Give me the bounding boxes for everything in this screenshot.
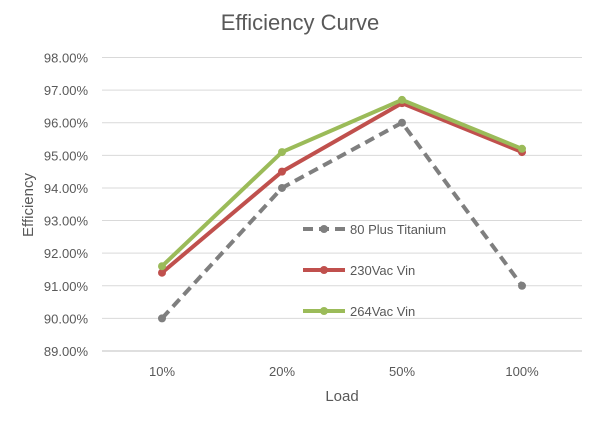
x-tick-label: 10% <box>149 364 175 379</box>
data-point <box>278 167 286 176</box>
y-tick-label: 94.00% <box>44 181 89 196</box>
legend-label: 230Vac Vin <box>350 263 415 278</box>
legend-swatch-marker <box>320 225 328 233</box>
data-point <box>278 148 286 157</box>
legend-swatch-marker <box>320 307 328 315</box>
x-tick-label: 50% <box>389 364 415 379</box>
data-point <box>518 281 526 290</box>
legend-label: 264Vac Vin <box>350 304 415 319</box>
data-point <box>278 183 286 192</box>
series-line-0 <box>160 120 524 320</box>
data-point <box>518 144 526 153</box>
x-axis-label: Load <box>325 388 358 405</box>
y-tick-label: 90.00% <box>44 311 89 326</box>
legend-swatch-marker <box>320 266 328 274</box>
y-tick-label: 93.00% <box>44 214 89 229</box>
data-point <box>158 314 166 323</box>
y-tick-label: 96.00% <box>44 116 89 131</box>
legend-label: 80 Plus Titanium <box>350 222 446 237</box>
data-point <box>398 95 406 104</box>
chart-title: Efficiency Curve <box>221 10 380 35</box>
y-tick-label: 97.00% <box>44 83 89 98</box>
y-tick-label: 98.00% <box>44 51 89 66</box>
y-tick-label: 92.00% <box>44 246 89 261</box>
data-point <box>158 268 166 277</box>
series-line-2 <box>160 97 523 268</box>
y-axis-label: Efficiency <box>20 173 37 237</box>
x-tick-label: 20% <box>269 364 295 379</box>
x-tick-label: 100% <box>505 364 539 379</box>
y-tick-label: 95.00% <box>44 148 89 163</box>
data-point <box>398 118 406 127</box>
data-point <box>158 262 166 271</box>
y-tick-label: 89.00% <box>44 344 89 359</box>
y-tick-label: 91.00% <box>44 279 89 294</box>
series-line-1 <box>160 101 523 275</box>
